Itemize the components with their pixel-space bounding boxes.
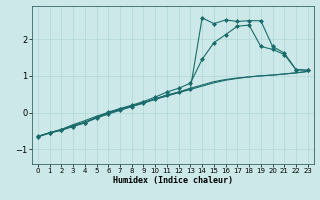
X-axis label: Humidex (Indice chaleur): Humidex (Indice chaleur) (113, 176, 233, 185)
